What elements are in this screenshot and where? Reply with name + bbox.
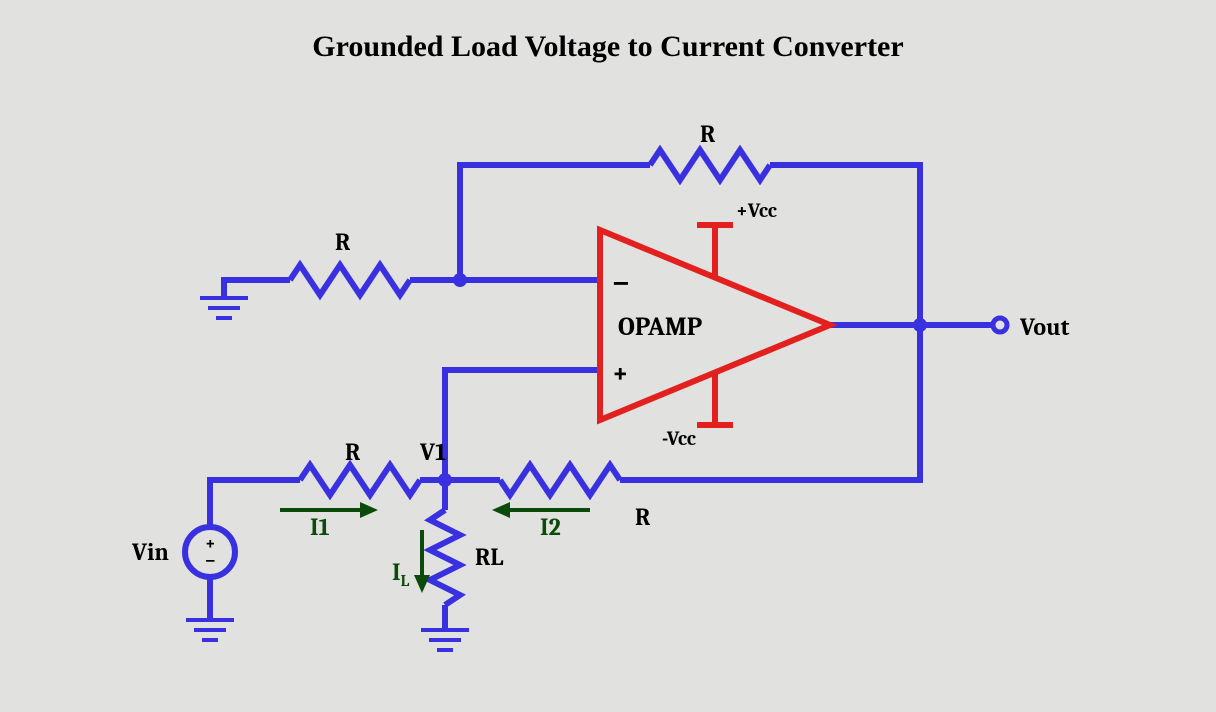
resistor-feedback (650, 150, 770, 180)
node (453, 273, 467, 287)
arrow-il (414, 530, 430, 593)
wire (224, 280, 290, 298)
circuit-diagram: R R R R RL V1 Vin Vout OPAMP +Vcc -Vcc −… (0, 0, 1216, 712)
wire (445, 370, 600, 480)
opamp-plus-sign: + (612, 357, 629, 389)
ground-top-left (200, 298, 248, 318)
label-r-feedback: R (700, 120, 716, 148)
opamp-minus-sign: − (612, 265, 630, 300)
label-r-top: R (335, 228, 351, 256)
label-vout: Vout (1019, 313, 1070, 341)
label-plus-vcc: +Vcc (736, 199, 777, 222)
label-i2: I2 (540, 513, 561, 541)
label-i1: I1 (310, 513, 330, 541)
label-vin: Vin (131, 538, 169, 566)
wire (460, 165, 650, 280)
node (913, 318, 927, 332)
node (438, 473, 452, 487)
label-r-bottom-left: R (345, 438, 361, 466)
label-opamp: OPAMP (618, 312, 702, 342)
resistor-load (430, 510, 460, 605)
resistor-top-left (290, 265, 410, 295)
ground-rl (421, 630, 469, 650)
wire (770, 165, 920, 325)
label-v1: V1 (419, 438, 446, 466)
wire (210, 480, 300, 527)
source-minus: − (205, 550, 216, 571)
label-rl: RL (475, 543, 503, 571)
ground-vin (186, 620, 234, 640)
label-minus-vcc: -Vcc (662, 427, 696, 450)
label-r-bottom-right: R (635, 503, 651, 531)
label-il: IL (392, 558, 410, 590)
vout-terminal (993, 318, 1007, 332)
resistor-bottom-left (300, 465, 420, 495)
resistor-bottom-right (500, 465, 620, 495)
